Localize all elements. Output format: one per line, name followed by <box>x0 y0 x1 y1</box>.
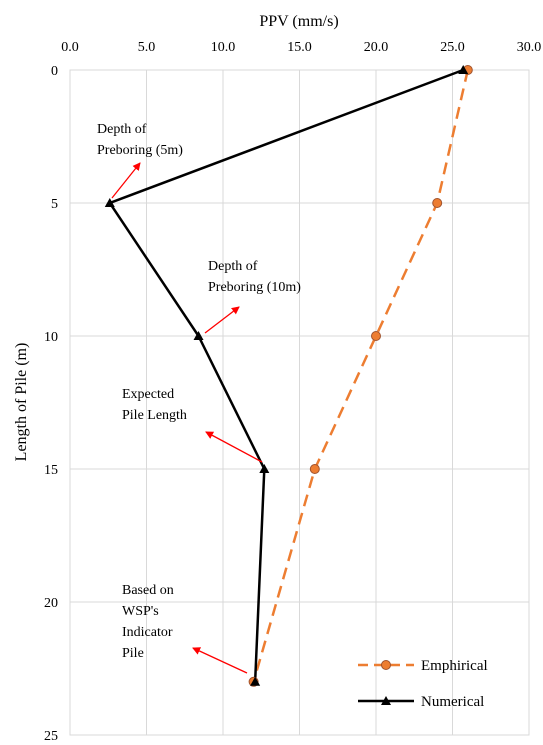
legend-marker-numerical <box>381 696 391 705</box>
legend-marker-emphirical <box>381 660 391 670</box>
x-tick-label: 30.0 <box>517 40 542 55</box>
point-numerical <box>193 331 204 340</box>
annotation-text: Pile Length <box>122 408 187 423</box>
x-tick-label: 20.0 <box>364 40 389 55</box>
annotation-text: WSP's <box>122 604 159 619</box>
annotation-arrow <box>205 431 263 463</box>
gridlines <box>70 70 529 735</box>
y-tick-label: 20 <box>44 596 58 611</box>
annotation-text: Based on <box>122 583 174 598</box>
x-tick-label: 15.0 <box>287 40 312 55</box>
annotation-text: Depth of <box>97 122 147 137</box>
annotation-text: Indicator <box>122 625 173 640</box>
annotation-text: Pile <box>122 646 144 661</box>
point-emphirical <box>432 198 443 208</box>
series-layer <box>104 65 473 687</box>
point-numerical <box>259 464 270 473</box>
legend-label-emphirical: Emphirical <box>421 658 488 674</box>
point-numerical <box>458 65 469 74</box>
y-tick-label: 5 <box>51 197 58 212</box>
series-line-emphirical <box>252 69 470 683</box>
y-tick-label: 0 <box>51 64 58 79</box>
annotation-text: Depth of <box>208 259 258 274</box>
y-tick-label: 25 <box>44 729 58 740</box>
annotation-text: Preboring (5m) <box>97 143 183 158</box>
point-numerical <box>104 198 115 207</box>
y-tick-label: 15 <box>44 463 58 478</box>
x-tick-label: 10.0 <box>211 40 236 55</box>
annotation-arrow <box>111 162 141 199</box>
point-emphirical <box>371 331 381 341</box>
x-tick-label: 25.0 <box>440 40 465 55</box>
legend-label-numerical: Numerical <box>421 694 484 710</box>
annotation-text: Preboring (10m) <box>208 280 301 295</box>
annotations: Depth of Preboring (5m) Depth of Preboring … <box>97 122 301 674</box>
legend: Emphirical Numerical <box>358 658 488 710</box>
y-tick-labels: 0 5 10 15 20 25 <box>44 64 58 744</box>
annotation-text: Expected <box>122 387 174 402</box>
annotation-arrow <box>204 306 240 334</box>
point-emphirical <box>309 464 320 474</box>
x-tick-label: 5.0 <box>138 40 156 55</box>
point-numerical <box>250 676 261 686</box>
x-axis-title: PPV (mm/s) <box>259 13 338 30</box>
x-tick-label: 0.0 <box>61 40 79 55</box>
annotation-arrow <box>192 647 248 674</box>
y-tick-label: 10 <box>44 330 58 345</box>
y-axis-title: Length of Pile (m) <box>13 343 30 462</box>
x-tick-labels: 0.0 5.0 10.0 15.0 20.0 25.0 30.0 <box>61 40 541 55</box>
